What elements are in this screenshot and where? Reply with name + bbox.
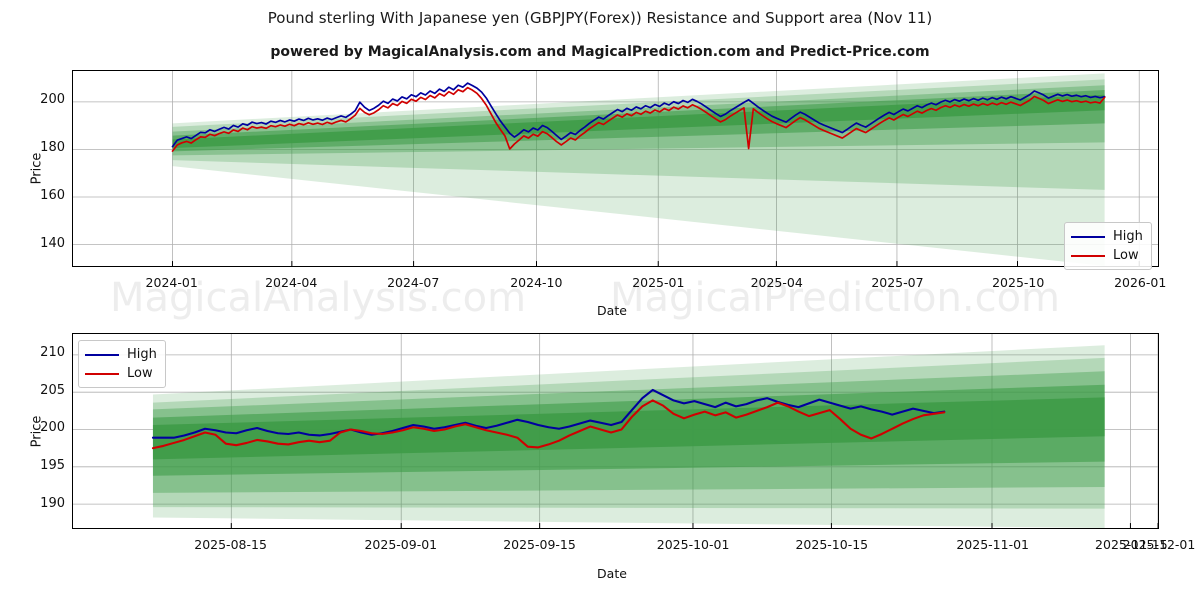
overview-legend: High Low [1064, 222, 1152, 270]
x-tick-label: 2025-01 [632, 275, 685, 290]
x-tick-label: 2025-11-01 [956, 537, 1030, 552]
x-tick-label: 2025-08-15 [194, 537, 267, 552]
legend-label: High [1113, 229, 1143, 244]
y-tick-label: 190 [40, 495, 65, 511]
support-resistance-band [152, 397, 1105, 460]
x-tick-label: 2025-10-01 [656, 537, 730, 552]
legend-swatch-low [1071, 254, 1105, 257]
x-tick-label: 2025-12-01 [1122, 537, 1196, 552]
x-tick-label: 2025-10 [992, 275, 1045, 290]
legend-entry-low: Low [85, 364, 157, 383]
detail-chart-plot-area [72, 333, 1159, 529]
legend-entry-high: High [85, 345, 157, 364]
series-line-high [171, 82, 1106, 148]
series-line-high [151, 388, 946, 439]
support-resistance-band [172, 94, 1105, 149]
series-line-low [151, 399, 946, 450]
y-tick-label: 200 [40, 420, 65, 436]
legend-label: Low [127, 366, 153, 381]
overview-x-axis-title: Date [597, 303, 627, 318]
y-tick-label: 200 [40, 92, 65, 108]
x-tick-label: 2024-07 [387, 275, 440, 290]
x-tick-label: 2026-01 [1114, 275, 1167, 290]
page-title: Pound sterling With Japanese yen (GBPJPY… [267, 9, 933, 27]
x-tick-label: 2024-01 [145, 275, 198, 290]
overview-chart-plot-area [72, 70, 1159, 267]
x-tick-label: 2025-10-15 [795, 537, 869, 552]
x-tick-label: 2025-09-01 [364, 537, 438, 552]
series-line-low [171, 86, 1106, 152]
detail-legend: High Low [78, 340, 166, 388]
detail-y-axis-title: Price [29, 415, 45, 448]
legend-entry-high: High [1071, 227, 1143, 246]
overview-y-axis-title: Price [29, 152, 45, 185]
x-tick-label: 2024-04 [265, 275, 318, 290]
y-tick-label: 180 [40, 140, 65, 156]
x-tick-label: 2025-09-15 [503, 537, 576, 552]
x-tick-label: 2025-04 [750, 275, 803, 290]
y-tick-label: 160 [40, 188, 65, 204]
legend-swatch-high [85, 353, 119, 356]
y-tick-label: 195 [40, 458, 65, 474]
legend-label: Low [1113, 248, 1139, 263]
detail-chart-canvas [73, 334, 1158, 528]
x-tick-label: 2025-07 [871, 275, 924, 290]
detail-x-axis-title: Date [597, 566, 627, 581]
y-tick-label: 140 [40, 236, 65, 252]
overview-chart-canvas [73, 71, 1158, 266]
x-tick-label: 2025-11-15 [1095, 537, 1168, 552]
legend-entry-low: Low [1071, 246, 1143, 265]
x-tick-label: 2024-10 [510, 275, 563, 290]
y-tick-label: 210 [40, 345, 65, 361]
legend-swatch-low [85, 372, 119, 375]
page-subtitle: powered by MagicalAnalysis.com and Magic… [270, 44, 930, 60]
legend-label: High [127, 347, 157, 362]
legend-swatch-high [1071, 235, 1105, 238]
y-tick-label: 205 [40, 382, 65, 398]
